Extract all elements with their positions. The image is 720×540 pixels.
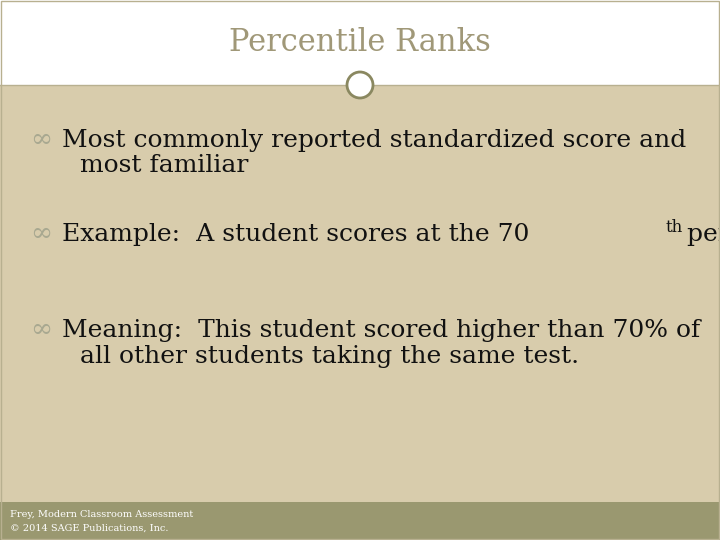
Text: Most commonly reported standardized score and: Most commonly reported standardized scor…	[62, 129, 686, 152]
Text: th: th	[665, 219, 683, 235]
Bar	[0, 85, 720, 502]
Bar	[0, 0, 720, 85]
Text: Meaning:  This student scored higher than 70% of: Meaning: This student scored higher than…	[62, 319, 701, 341]
Text: ∞: ∞	[30, 127, 52, 152]
Text: percentile.: percentile.	[679, 222, 720, 246]
Text: © 2014 SAGE Publications, Inc.: © 2014 SAGE Publications, Inc.	[10, 524, 168, 533]
Text: ∞: ∞	[30, 221, 52, 246]
Text: most familiar: most familiar	[80, 154, 248, 178]
Bar	[0, 502, 720, 540]
Text: Frey, Modern Classroom Assessment: Frey, Modern Classroom Assessment	[10, 510, 193, 518]
Text: Percentile Ranks: Percentile Ranks	[229, 27, 491, 58]
Text: Example:  A student scores at the 70: Example: A student scores at the 70	[62, 222, 529, 246]
Circle shape	[347, 72, 373, 98]
Text: ∞: ∞	[30, 318, 52, 342]
Text: all other students taking the same test.: all other students taking the same test.	[80, 345, 579, 368]
